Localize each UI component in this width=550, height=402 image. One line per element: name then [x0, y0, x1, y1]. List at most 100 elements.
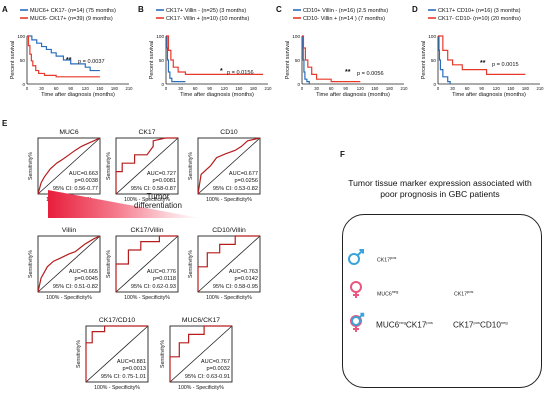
roc-pvalue: p=0.0038 [75, 178, 99, 184]
km-y-tick: 50 [20, 58, 26, 63]
roc-curve [37, 235, 101, 293]
roc-y-label: Sensitivity% [188, 152, 194, 180]
km-legend-text: CK17- CD10- (n=10) (20 months) [438, 16, 521, 22]
km-stars: ** [480, 60, 486, 67]
km-y-tick: 100 [156, 34, 164, 39]
roc-x-label: 100% - Specificity% [124, 197, 170, 203]
km-legend-text: CK17- Villin + (n=10) (10 months) [166, 16, 249, 22]
roc-pvalue: p=0.0256 [235, 178, 259, 184]
km-y-tick: 50 [295, 58, 301, 63]
km-curve [27, 35, 100, 72]
km-x-tick: 90 [479, 86, 484, 91]
roc-ci: 95% CI: 0.75-1.01 [101, 374, 146, 380]
roc-y-label: Sensitivity% [188, 250, 194, 278]
km-x-tick: 180 [522, 86, 530, 91]
female-marker-text: MUC6neg [377, 289, 399, 298]
km-stars: ** [345, 69, 351, 76]
km-y-tick: 0 [433, 82, 436, 87]
km-x-label: Time after diagnosis (months) [452, 92, 526, 98]
intersex-male-icon-head [360, 312, 365, 317]
roc-x-label: 100% - Specificity% [94, 385, 140, 391]
km-curve [166, 35, 186, 83]
km-x-tick: 60 [193, 86, 198, 91]
km-x-tick: 150 [96, 86, 104, 91]
roc-title: CK17 [138, 129, 155, 136]
roc-diagonal [169, 325, 233, 383]
roc-auc: AUC=0.776 [147, 269, 176, 275]
roc-diagonal [197, 137, 261, 195]
km-x-tick: 210 [537, 86, 545, 91]
km-x-tick: 0 [165, 86, 168, 91]
panel-label-b: B [138, 5, 144, 14]
panel-label-c: C [276, 5, 282, 14]
km-y-tick: 0 [22, 82, 25, 87]
km-x-tick: 30 [450, 86, 455, 91]
km-curve [438, 35, 526, 75]
km-x-tick: 210 [126, 86, 134, 91]
gradient-label-line2: differentiation [134, 201, 182, 210]
panel-f-title: Tumor tissue marker expression associate… [334, 178, 546, 200]
km-x-tick: 120 [493, 86, 501, 91]
roc-x-label: 100% - Specificity% [178, 385, 224, 391]
roc-curve [197, 137, 261, 195]
km-legend-text: CD10+ Villin - (n=16) (2.5 months) [303, 8, 388, 14]
roc-ci: 95% CI: 0.58-0.95 [213, 284, 258, 290]
km-y-label: Percent survival [421, 41, 427, 79]
male-icon-head [359, 249, 364, 254]
km-y-label: Percent survival [285, 41, 291, 79]
roc-curve [37, 137, 101, 195]
km-x-label: Time after diagnosis (months) [180, 92, 254, 98]
roc-x-label: 100% - Specificity% [124, 295, 170, 301]
roc-ci: 95% CI: 0.62-0.93 [131, 284, 176, 290]
roc-title: Villin [62, 227, 76, 234]
km-x-tick: 60 [465, 86, 470, 91]
km-y-tick: 100 [292, 34, 300, 39]
km-x-tick: 30 [39, 86, 44, 91]
km-pvalue: p = 0.0056 [357, 71, 384, 77]
both-marker-text: MUC6negCK17pos [376, 320, 433, 330]
km-stars: * [220, 68, 223, 75]
km-curve [302, 35, 361, 83]
roc-ci: 95% CI: 0.56-0.77 [53, 186, 98, 192]
roc-diagonal [37, 137, 101, 195]
roc-y-label: Sensitivity% [106, 152, 112, 180]
roc-ci: 95% CI: 0.58-0.87 [131, 186, 176, 192]
male-marker-text: CK17pos [377, 255, 397, 264]
roc-title: CD10 [220, 129, 238, 136]
roc-title: MUC6 [59, 129, 78, 136]
km-x-label: Time after diagnosis (months) [316, 92, 390, 98]
km-x-tick: 150 [507, 86, 515, 91]
km-curve [438, 35, 451, 84]
roc-auc: AUC=0.663 [69, 171, 98, 177]
roc-frame [197, 137, 261, 195]
km-x-tick: 90 [68, 86, 73, 91]
roc-pvalue: p=0.0032 [207, 366, 231, 372]
roc-ci: 95% CI: 0.51-0.82 [53, 284, 98, 290]
km-x-tick: 210 [265, 86, 273, 91]
panel-label-e: E [2, 119, 8, 128]
roc-title: CK17/CD10 [99, 317, 135, 324]
roc-pvalue: p=0.0081 [153, 178, 177, 184]
roc-auc: AUC=0.881 [117, 359, 146, 365]
km-legend-text: CK17+ Villin - (n=25) (3 months) [166, 8, 246, 14]
roc-y-label: Sensitivity% [76, 340, 82, 368]
roc-y-label: Sensitivity% [106, 250, 112, 278]
km-x-tick: 180 [250, 86, 258, 91]
gradient-label: Tumor differentiation [118, 192, 198, 210]
km-y-label: Percent survival [10, 41, 16, 79]
roc-y-label: Sensitivity% [160, 340, 166, 368]
roc-y-label: Sensitivity% [28, 152, 34, 180]
km-stars: ** [66, 57, 72, 64]
km-x-tick: 60 [329, 86, 334, 91]
roc-pvalue: p=0.0045 [75, 276, 99, 282]
km-y-tick: 0 [161, 82, 164, 87]
km-y-label: Percent survival [149, 41, 155, 79]
roc-ci: 95% CI: 0.53-0.82 [213, 186, 258, 192]
roc-ci: 95% CI: 0.63-0.91 [185, 374, 230, 380]
roc-curve [197, 235, 260, 292]
km-x-tick: 0 [437, 86, 440, 91]
roc-curve [85, 325, 148, 382]
km-x-tick: 210 [401, 86, 409, 91]
km-pvalue: p = 0.0037 [78, 59, 105, 65]
km-curve [301, 35, 310, 84]
